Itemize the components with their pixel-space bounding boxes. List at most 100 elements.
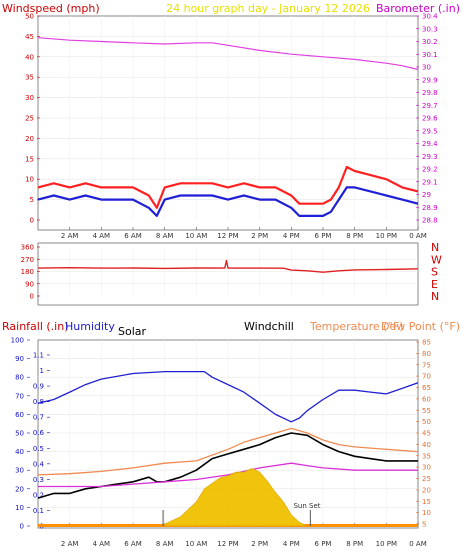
wind-x-tick-label: 4 PM — [283, 232, 300, 240]
wind-barometer-panel: Windspeed (mph) 24 hour graph day - Janu… — [2, 2, 460, 240]
temperature-tick-label: 30 — [422, 464, 431, 472]
temperature-x-tick-label: 6 AM — [124, 540, 142, 548]
temperature-x-tick-label: 0 AM — [409, 540, 427, 548]
wind-x-tick-label: 8 AM — [156, 232, 174, 240]
humidity-tick-label: 50 — [15, 430, 24, 438]
barometer-tick-label: 30.3 — [422, 25, 438, 33]
barometer-tick-label: 29.5 — [422, 127, 438, 135]
temperature-tick-label: 50 — [422, 418, 431, 426]
temperature-x-tick-label: 2 AM — [61, 540, 79, 548]
windspeed-tick-label: 25 — [25, 115, 34, 123]
humidity-tick-label: 60 — [15, 411, 24, 419]
barometer-tick-label: 29.2 — [422, 166, 438, 174]
temperature-panel-series — [37, 370, 419, 527]
windspeed-tick-label: 10 — [25, 176, 34, 184]
windspeed-tick-label: 20 — [25, 135, 34, 143]
direction-panel-frame — [37, 242, 419, 306]
barometer-tick-label: 29.9 — [422, 76, 438, 84]
humidity-axis: 0 10 20 30 40 50 60 70 80 90 100 — [11, 337, 30, 531]
temperature-tick-label: 25 — [422, 475, 431, 483]
barometer-tick-label: 30 — [422, 64, 431, 72]
wind-panel-gridlines — [38, 16, 418, 220]
rainfall-tick-label: 1 — [40, 367, 44, 375]
temperature-tick-label: 65 — [422, 384, 431, 392]
temperature-axis: 5 10 15 20 25 30 35 40 45 50 55 60 65 70 75 80 85 — [416, 339, 431, 529]
windspeed-tick-label: 15 — [25, 155, 34, 163]
temperature-humidity-panel: Rainfall (.in) Humidity Solar Windchill … — [2, 320, 460, 548]
wind-x-tick-label: 2 AM — [61, 232, 79, 240]
temperature-tick-label: 55 — [422, 407, 431, 415]
windchill-label: Windchill — [244, 320, 294, 333]
windspeed-label: Windspeed (mph) — [2, 2, 100, 15]
wind-x-tick-label: 2 PM — [251, 232, 268, 240]
temperature-x-tick-label: 10 AM — [185, 540, 207, 548]
wind-x-tick-label: 4 AM — [93, 232, 111, 240]
compass-label: N — [431, 241, 439, 254]
barometer-axis: 28.8 28.9 29 29.1 29.2 29.3 29.4 29.5 29.6 29.7 29… — [416, 13, 438, 225]
humidity-line — [37, 370, 419, 423]
compass-label: E — [431, 278, 438, 291]
rainfall-tick-label: 0.2 — [33, 491, 44, 499]
temperature-tick-label: 15 — [422, 498, 431, 506]
rain-axis: 00.10.20.30.40.50.60.70.80.911.1 — [33, 352, 50, 531]
temperature-line — [37, 427, 419, 476]
temperature-x-tick-label: 4 PM — [283, 540, 300, 548]
wind-x-tick-label: 12 PM — [217, 232, 238, 240]
temperature-x-tick-label: 8 AM — [156, 540, 174, 548]
temperature-tick-label: 10 — [422, 509, 431, 517]
barometer-line — [37, 37, 419, 71]
rainfall-tick-label: 0.1 — [33, 507, 44, 515]
wind-axis: 0 5 10 15 20 25 30 35 40 45 50 — [25, 13, 40, 225]
temperature-time-axis: 2 AM 4 AM 6 AM 8 AM 10 AM 12 PM 2 PM 4 PM 6 PM 8 … — [61, 523, 427, 548]
direction-tick-label: 270 — [21, 256, 34, 264]
humidity-tick-label: 0 — [20, 523, 24, 531]
temperature-x-tick-label: 4 AM — [93, 540, 111, 548]
graph-title: 24 hour graph day - January 12 2026 — [166, 2, 370, 15]
rainfall-tick-label: 0.7 — [33, 414, 44, 422]
barometer-tick-label: 30.1 — [422, 51, 438, 59]
humidity-tick-label: 30 — [15, 467, 24, 475]
temperature-x-tick-label: 10 PM — [376, 540, 397, 548]
windspeed-tick-label: 35 — [25, 74, 34, 82]
humidity-tick-label: 80 — [15, 374, 24, 382]
wind_gust-line — [37, 165, 419, 209]
rainfall-tick-label: 1.1 — [33, 352, 44, 360]
humidity-tick-label: 10 — [15, 504, 24, 512]
direction-line — [37, 259, 419, 273]
wind-panel-series — [37, 37, 419, 217]
barometer-label: Barometer (.in) — [376, 2, 460, 15]
rainfall-tick-label: 0.3 — [33, 476, 44, 484]
wind-x-tick-label: 8 PM — [346, 232, 363, 240]
temperature-tick-label: 85 — [422, 339, 431, 347]
temperature-x-tick-label: 12 PM — [217, 540, 238, 548]
wind-x-tick-label: 6 AM — [124, 232, 142, 240]
wind-time-axis: 2 AM 4 AM 6 AM 8 AM 10 AM 12 PM 2 PM 4 PM 6 PM 8 … — [61, 227, 427, 240]
temperature-tick-label: 80 — [422, 350, 431, 358]
windspeed-tick-label: 0 — [30, 217, 34, 225]
temperature-tick-label: 75 — [422, 361, 431, 369]
temperature-tick-label: 45 — [422, 430, 431, 438]
temperature-tick-label: 40 — [422, 441, 431, 449]
humidity-tick-label: 70 — [15, 392, 24, 400]
rainfall-tick-label: 0.9 — [33, 383, 44, 391]
barometer-tick-label: 29.7 — [422, 102, 438, 110]
dewpoint-label: Dew Point (°F) — [381, 320, 460, 333]
barometer-tick-label: 28.8 — [422, 217, 438, 225]
direction-axis: 0 90 180 270 360 — [21, 244, 40, 301]
temperature-x-tick-label: 8 PM — [346, 540, 363, 548]
humidity-label: Humidity — [65, 320, 115, 333]
temperature-tick-label: 5 — [422, 521, 426, 529]
windspeed-tick-label: 30 — [25, 94, 34, 102]
barometer-tick-label: 29.1 — [422, 178, 438, 186]
wind-x-tick-label: 0 AM — [409, 232, 427, 240]
windchill-line — [38, 462, 418, 488]
direction-panel-series — [37, 259, 419, 273]
barometer-tick-label: 28.9 — [422, 204, 438, 212]
windspeed-tick-label: 45 — [25, 33, 34, 41]
direction-tick-label: 360 — [21, 244, 34, 252]
direction-tick-label: 180 — [21, 268, 34, 276]
compass-label: S — [431, 266, 438, 279]
barometer-tick-label: 29 — [422, 191, 431, 199]
